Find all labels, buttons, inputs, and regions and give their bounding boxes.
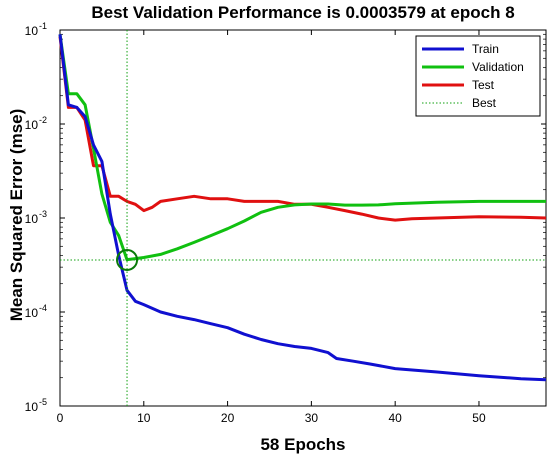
x-tick-label: 40 bbox=[388, 411, 402, 425]
y-tick-label: 10 bbox=[25, 400, 39, 414]
legend: Train Validation Test Best bbox=[415, 35, 541, 117]
series-line-train bbox=[58, 34, 547, 382]
y-tick-exponent: -1 bbox=[39, 21, 47, 31]
best-marker-circle bbox=[116, 248, 139, 271]
y-axis-label: Mean Squared Error (mse) bbox=[7, 108, 26, 322]
y-tick-exponent: -3 bbox=[39, 209, 47, 219]
x-tick-label: 10 bbox=[137, 411, 151, 425]
x-axis-label: 58 Epochs bbox=[260, 435, 346, 454]
series-line-validation bbox=[58, 34, 546, 262]
x-tick-label: 0 bbox=[57, 411, 64, 425]
x-tick-label: 20 bbox=[221, 411, 235, 425]
y-tick-exponent: -4 bbox=[39, 303, 47, 313]
x-tick-label: 50 bbox=[472, 411, 486, 425]
y-tick-label: 10 bbox=[25, 118, 39, 132]
x-tick-label: 30 bbox=[305, 411, 319, 425]
y-tick-label: 10 bbox=[25, 212, 39, 226]
y-tick-exponent: -2 bbox=[39, 115, 47, 125]
y-tick-label: 10 bbox=[25, 24, 39, 38]
legend-label-validation: Validation bbox=[472, 60, 524, 74]
chart-title: Best Validation Performance is 0.0003579… bbox=[91, 3, 515, 22]
y-tick-exponent: -5 bbox=[39, 397, 47, 407]
legend-label-test: Test bbox=[472, 78, 495, 92]
y-tick-label: 10 bbox=[25, 306, 39, 320]
legend-label-train: Train bbox=[472, 42, 499, 56]
legend-label-best: Best bbox=[472, 96, 497, 110]
